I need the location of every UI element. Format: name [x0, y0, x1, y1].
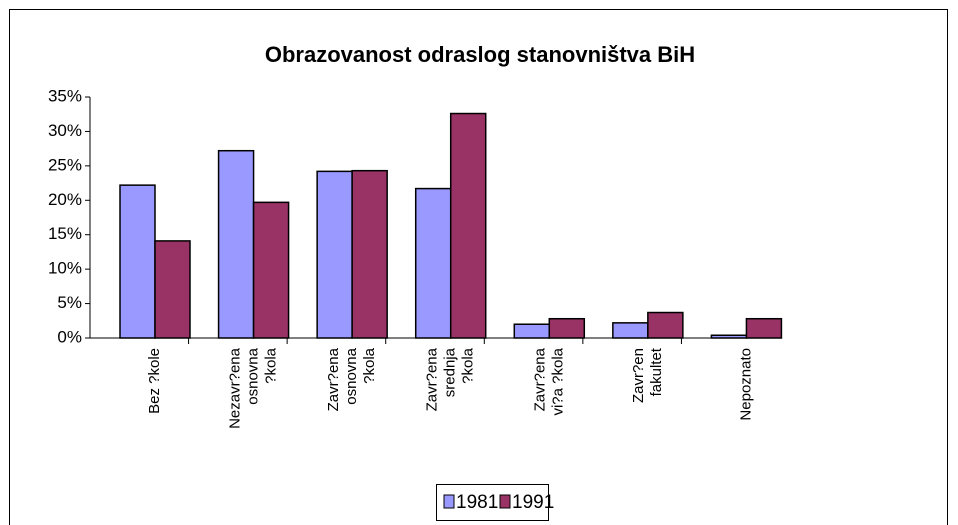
y-tick-label: 0%	[57, 327, 82, 346]
bar	[119, 184, 156, 339]
y-tick-label: 10%	[48, 259, 82, 278]
bar	[217, 149, 255, 339]
x-tick-label: osnovna	[343, 347, 360, 404]
x-tick-label: Zavr?ena	[325, 347, 342, 411]
bar	[414, 187, 452, 339]
x-tick-label: ?kola	[460, 347, 477, 384]
legend-swatch	[443, 494, 455, 509]
chart-title: Obrazovanost odraslog stanovništva BiH	[265, 42, 695, 67]
bar	[513, 323, 551, 339]
bar	[351, 169, 388, 339]
y-tick-label: 25%	[48, 155, 82, 174]
y-tick-label: 15%	[48, 224, 82, 243]
y-tick-label: 30%	[48, 121, 82, 140]
x-tick-label: vi?a ?kola	[549, 347, 566, 415]
x-tick-label: ?kola	[263, 347, 280, 384]
x-tick-label: Bez ?kole	[146, 348, 163, 414]
bar	[316, 170, 353, 339]
x-tick-label: osnovna	[245, 347, 262, 404]
bar	[647, 311, 684, 339]
y-tick-label: 20%	[48, 190, 82, 209]
legend-label: 1981	[456, 492, 498, 513]
x-tick-label: Zavr?ena	[531, 347, 548, 411]
x-tick-label: fakultet	[648, 347, 665, 396]
x-tick-label: Nezavr?ena	[227, 347, 244, 429]
x-tick-label: Zavr?ena	[424, 347, 441, 411]
x-tick-label: srednja	[442, 347, 459, 397]
bar	[612, 322, 649, 339]
bar	[252, 201, 290, 339]
bar	[745, 317, 783, 339]
legend-swatch	[499, 494, 511, 509]
x-tick-label: ?kola	[361, 347, 378, 384]
x-tick-label: Nepoznato	[737, 348, 754, 421]
bar	[548, 317, 586, 339]
y-tick-label: 35%	[48, 86, 82, 105]
legend-label: 1991	[512, 492, 554, 513]
legend-box	[436, 484, 549, 521]
x-tick-label: Zavr?en	[630, 348, 647, 403]
bar	[154, 240, 191, 339]
y-tick-label: 5%	[57, 293, 82, 312]
bar	[449, 112, 487, 339]
